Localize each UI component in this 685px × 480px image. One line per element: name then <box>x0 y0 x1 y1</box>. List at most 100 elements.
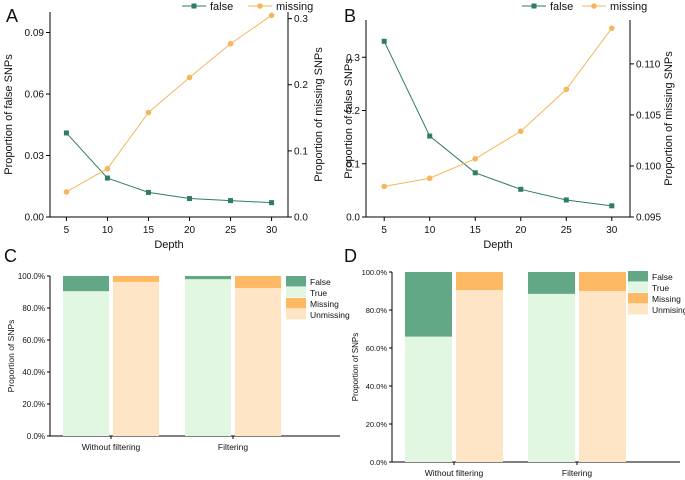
bar-true-segment <box>528 293 575 462</box>
series-false-point <box>187 196 193 202</box>
bar-missing-segment <box>456 272 503 291</box>
series-missing-point <box>426 175 433 182</box>
right-y-tick-label: 0.1 <box>294 146 308 157</box>
panel-c-label: C <box>4 246 17 266</box>
right-y-tick-label: 0.105 <box>636 110 661 121</box>
right-y-tick-label: 0.100 <box>636 161 661 172</box>
series-missing-point <box>145 109 152 116</box>
x-tick-label: 5 <box>381 225 387 236</box>
legend-false-label: false <box>210 1 233 13</box>
legend-label-true: True <box>310 288 327 298</box>
right-y-tick-label: 0.2 <box>294 80 308 91</box>
y-axis-label: Proportion of SNPs <box>6 320 16 393</box>
series-false-point <box>228 198 234 204</box>
left-y-tick-label: 0.1 <box>346 159 360 170</box>
left-y-tick-label: 0.2 <box>346 106 360 117</box>
series-false-line <box>383 41 612 207</box>
series-false-point <box>518 186 524 192</box>
right-y-axis-label: Proportion of missing SNPs <box>663 51 675 186</box>
series-missing-point <box>563 86 570 93</box>
legend-swatch-false <box>286 276 306 287</box>
legend-label-missing: Missing <box>310 299 339 309</box>
x-category-label: Filtering <box>218 442 249 452</box>
legend-label-unmising: Unmising <box>652 305 685 315</box>
legend-missing-label: missing <box>276 1 313 13</box>
x-category-label: Without filtering <box>425 468 484 478</box>
x-tick-label: 10 <box>424 225 436 236</box>
bar-unmissing-segment <box>579 291 626 462</box>
y-tick-label: 60.0% <box>22 336 45 345</box>
bar-missing-segment <box>579 272 626 291</box>
series-missing-point <box>227 40 234 47</box>
series-missing-point <box>268 12 275 19</box>
y-tick-label: 0.0% <box>27 432 45 441</box>
series-missing-point <box>63 189 70 195</box>
legend-swatch-unmising <box>628 304 648 315</box>
x-tick-label: 15 <box>470 225 482 236</box>
x-tick-label: 25 <box>561 225 573 236</box>
left-y-tick-label: 0.06 <box>25 90 45 101</box>
series-false-point <box>609 203 615 209</box>
y-tick-label: 80.0% <box>366 306 388 315</box>
series-missing-point <box>186 74 193 81</box>
x-category-label: Without filtering <box>82 442 141 452</box>
right-y-tick-label: 0.110 <box>636 59 661 70</box>
x-tick-label: 30 <box>606 225 618 236</box>
x-tick-label: 20 <box>184 225 196 236</box>
legend-missing-marker <box>591 3 597 9</box>
legend-swatch-missing <box>628 293 648 304</box>
left-y-tick-label: 0.0 <box>346 213 360 224</box>
series-false-point <box>427 133 433 139</box>
series-false-point <box>563 197 569 203</box>
right-y-tick-label: 0.095 <box>636 213 661 224</box>
legend-missing-marker <box>257 3 263 9</box>
legend-swatch-true <box>628 282 648 293</box>
x-tick-label: 25 <box>225 225 237 236</box>
legend-label-missing: Missing <box>652 294 681 304</box>
y-tick-label: 40.0% <box>366 382 388 391</box>
y-tick-label: 40.0% <box>22 368 45 377</box>
legend-label-true: True <box>652 283 669 293</box>
x-tick-label: 5 <box>64 225 70 236</box>
bar-missing-segment <box>113 276 159 282</box>
legend-swatch-missing <box>286 298 306 309</box>
series-false-point <box>63 130 69 136</box>
series-false-point <box>269 200 275 206</box>
left-y-axis-label: Proportion of false SNPs <box>3 54 15 175</box>
legend-missing-label: missing <box>610 1 647 13</box>
bar-false-segment <box>185 276 231 280</box>
line-chart-a: 5 10 15 20 25 30 Depth 0.00 0.03 0.06 0.09 0.0 0.1 0.… <box>3 1 325 251</box>
panel-a-label: A <box>6 6 18 26</box>
legend-false-marker <box>191 3 197 9</box>
legend-label-false: False <box>310 277 331 287</box>
y-tick-label: 60.0% <box>366 344 388 353</box>
legend-label-unmissing: Unmissing <box>310 310 350 320</box>
x-tick-label: 10 <box>102 225 114 236</box>
bar-true-segment <box>185 279 231 436</box>
right-y-tick-label: 0.0 <box>294 213 308 224</box>
series-missing-point <box>517 128 524 135</box>
y-tick-label: 20.0% <box>22 400 45 409</box>
panel-d-label: D <box>344 246 357 266</box>
x-axis-label: Depth <box>483 239 512 251</box>
series-missing-point <box>472 156 479 162</box>
legend-false-marker <box>531 3 537 9</box>
bar-false-segment <box>528 272 575 294</box>
left-y-tick-label: 0.03 <box>25 151 45 162</box>
bar-unmissing-segment <box>235 288 281 436</box>
bar-false-segment <box>63 276 109 292</box>
series-false-point <box>472 170 478 176</box>
series-false-line <box>66 132 272 204</box>
bar-true-segment <box>405 336 452 462</box>
panel-b-label: B <box>344 6 356 26</box>
legend-swatch-false <box>628 271 648 282</box>
y-tick-label: 100.0% <box>18 272 45 281</box>
legend-swatch-unmissing <box>286 309 306 320</box>
left-y-axis-label: Proportion of false SNPs <box>343 58 355 179</box>
y-tick-label: 0.0% <box>370 458 387 467</box>
right-y-axis-label: Proportion of missing SNPs <box>313 47 325 182</box>
x-tick-label: 15 <box>143 225 155 236</box>
y-tick-label: 80.0% <box>22 304 45 313</box>
stacked-bar-chart-c: 0.0% 20.0% 40.0% 60.0% 80.0% 100.0% Proportion… <box>6 272 350 452</box>
left-y-tick-label: 0.00 <box>25 213 45 224</box>
